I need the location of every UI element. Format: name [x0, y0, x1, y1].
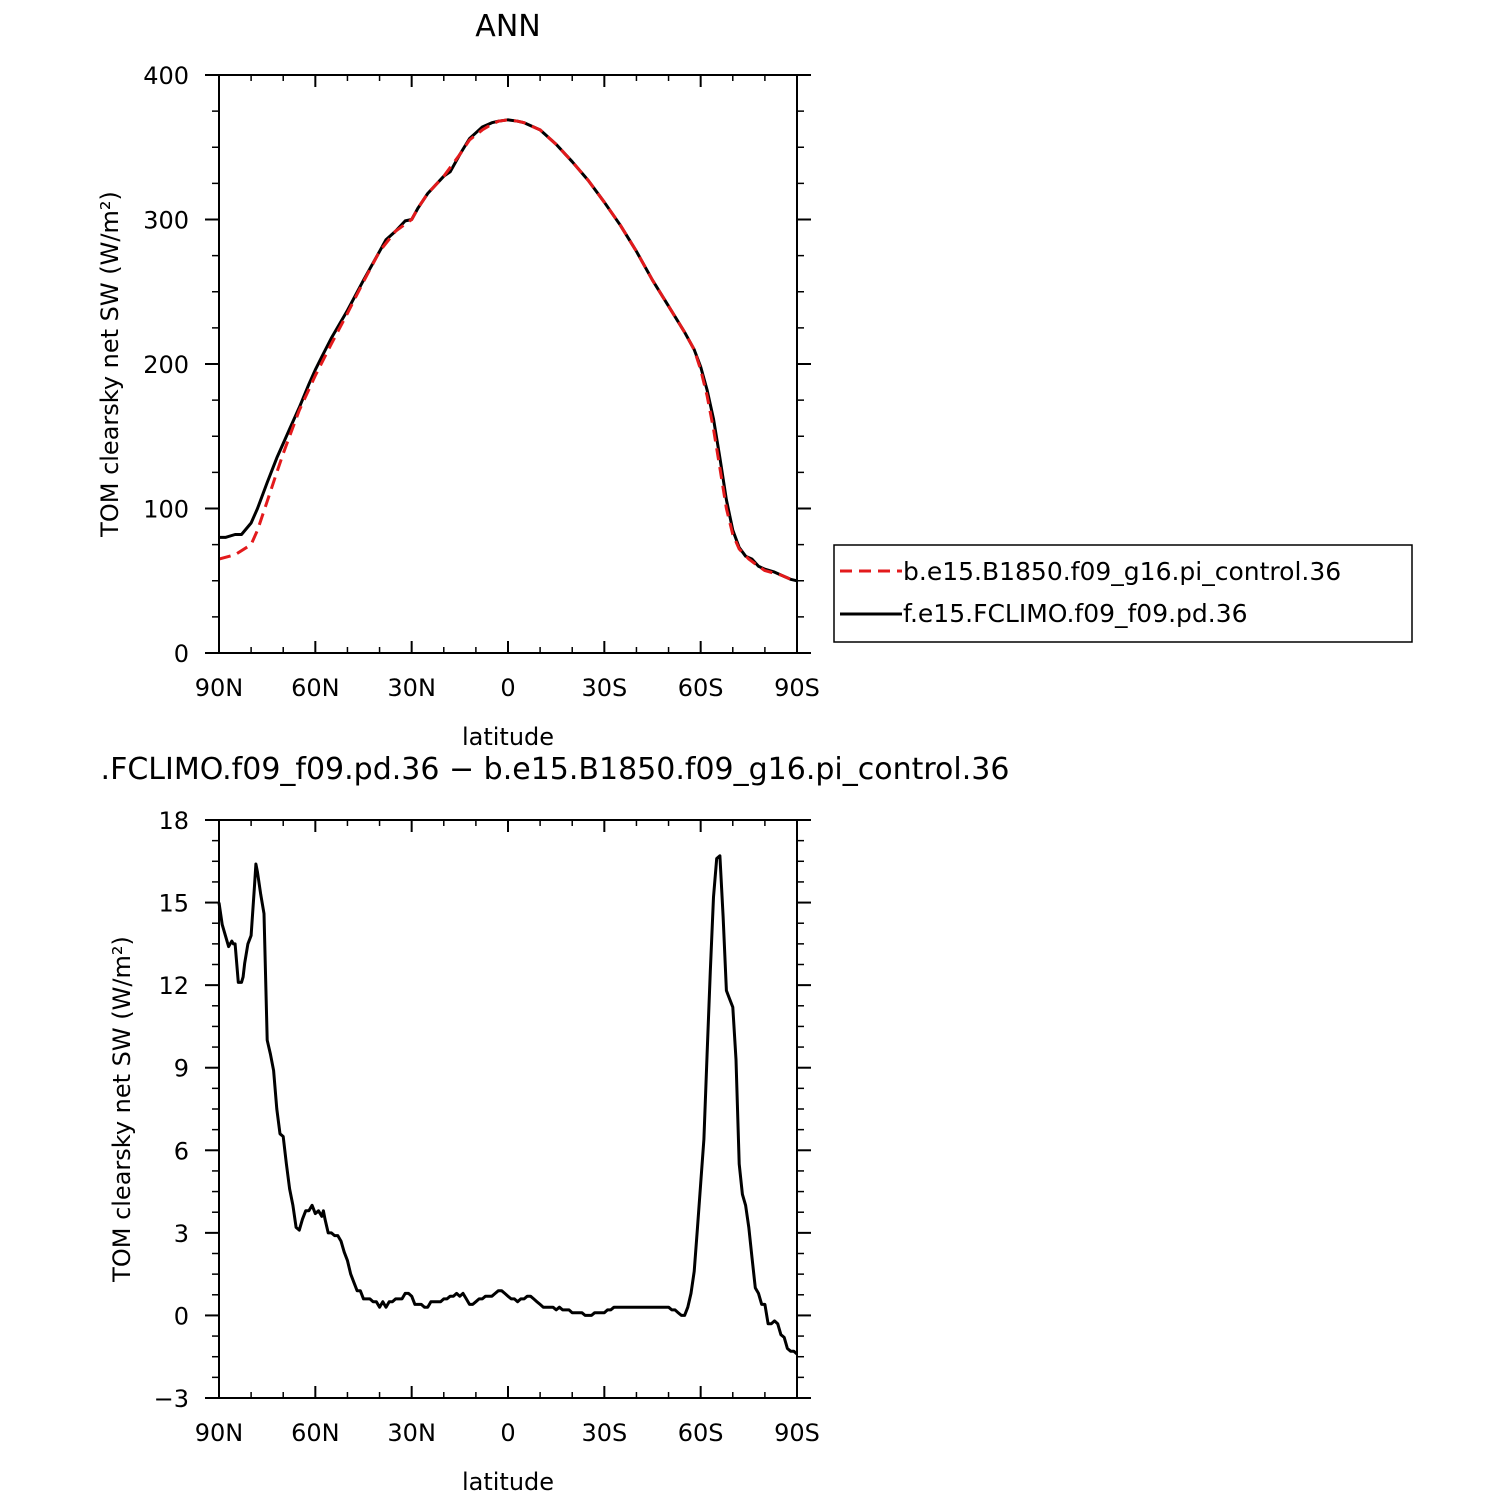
bottom-x-tick-label: 30S: [581, 1419, 627, 1447]
bottom-x-tick-label: 90S: [774, 1419, 820, 1447]
bottom-series-group: [217, 854, 798, 1356]
top-series-group: [218, 118, 798, 583]
legend-label-series-1: b.e15.B1850.f09_g16.pi_control.36: [903, 557, 1341, 586]
top-x-tick-label: 90N: [195, 674, 244, 702]
top-x-axis-title: latitude: [462, 723, 554, 751]
top-tick-labels: 90N 60N 30N 0 30S 60S 90S 0 100 200 300 400: [143, 62, 820, 702]
top-x-tick-label: 60N: [291, 674, 340, 702]
top-x-tick-label: 90S: [774, 674, 820, 702]
top-x-tick-label: 30S: [581, 674, 627, 702]
top-plot-frame: [218, 74, 798, 654]
bottom-x-tick-label: 90N: [195, 1419, 244, 1447]
bottom-y-tick-label: 12: [158, 972, 189, 1000]
bottom-panel: .FCLIMO.f09_f09.pd.36 − b.e15.B1850.f09_…: [101, 752, 1010, 1496]
top-y-tick-label: 0: [174, 640, 189, 668]
bottom-x-tick-label: 0: [500, 1419, 515, 1447]
bottom-x-tick-label: 30N: [387, 1419, 436, 1447]
top-x-tick-label: 60S: [678, 674, 724, 702]
bottom-y-tick-label: 15: [158, 890, 189, 918]
bottom-y-tick-label: −3: [154, 1385, 189, 1413]
bottom-axis-ticks: [205, 819, 811, 1399]
bottom-x-tick-label: 60S: [678, 1419, 724, 1447]
top-x-tick-label: 0: [500, 674, 515, 702]
top-series-line-2: [219, 118, 798, 583]
bottom-y-tick-label: 3: [174, 1220, 189, 1248]
top-x-tick-label: 30N: [387, 674, 436, 702]
top-y-tick-label: 200: [143, 351, 189, 379]
top-axis-ticks: [205, 74, 811, 654]
bottom-y-tick-label: 9: [174, 1055, 189, 1083]
bottom-y-axis-title: TOM clearsky net SW (W/m²): [108, 936, 136, 1283]
bottom-series-line-1: [217, 854, 798, 1356]
bottom-plot-frame: [218, 819, 798, 1399]
bottom-tick-labels: 90N 60N 30N 0 30S 60S 90S −3 0 3 6 9 12 15 18: [154, 807, 820, 1447]
top-chart-title: ANN: [475, 9, 540, 44]
legend: b.e15.B1850.f09_g16.pi_control.36 f.e15.…: [833, 544, 1413, 643]
top-y-tick-label: 400: [143, 62, 189, 90]
bottom-x-tick-label: 60N: [291, 1419, 340, 1447]
top-panel: ANN 90N 60N 30N 0 30S 60S 90S 0 100 200 300 400 lat…: [96, 9, 820, 751]
legend-frame: [833, 544, 1413, 643]
legend-label-series-2: f.e15.FCLIMO.f09_f09.pd.36: [903, 599, 1248, 628]
bottom-chart-title: .FCLIMO.f09_f09.pd.36 − b.e15.B1850.f09_…: [101, 752, 1010, 787]
bottom-y-tick-label: 0: [174, 1302, 189, 1330]
bottom-y-tick-label: 18: [158, 807, 189, 835]
top-y-tick-label: 100: [143, 496, 189, 524]
bottom-y-tick-label: 6: [174, 1137, 189, 1165]
bottom-x-axis-title: latitude: [462, 1468, 554, 1496]
top-series-line-1: [218, 118, 798, 583]
top-y-tick-label: 300: [143, 207, 189, 235]
top-y-axis-title: TOM clearsky net SW (W/m²): [96, 191, 124, 538]
